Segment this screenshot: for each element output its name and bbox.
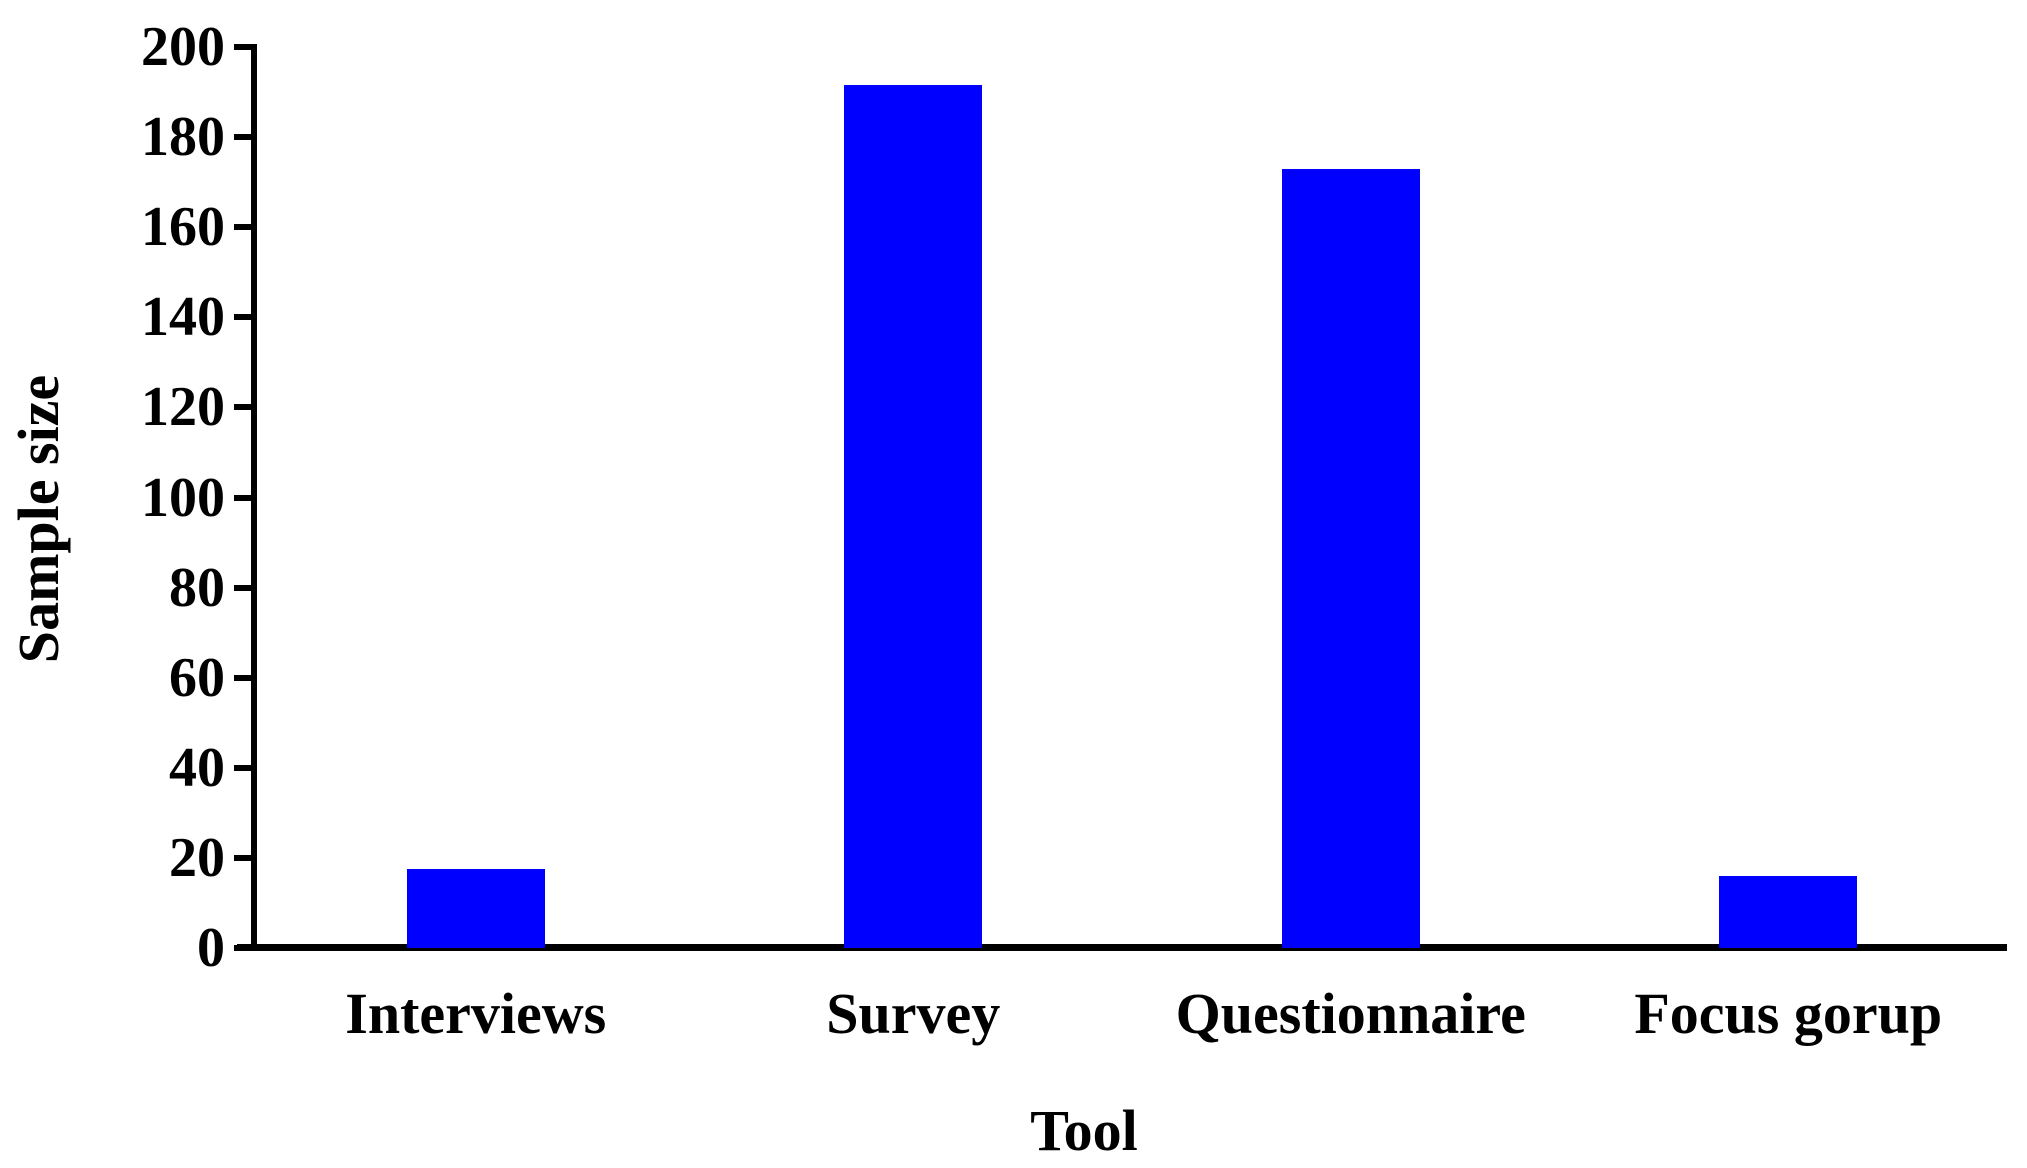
x-axis-line bbox=[237, 944, 2007, 951]
y-axis-tick-label: 20 bbox=[169, 826, 225, 889]
y-axis-tick-label: 160 bbox=[141, 196, 225, 259]
plot-area bbox=[234, 44, 2007, 951]
y-axis-tick-label: 100 bbox=[141, 466, 225, 529]
y-axis-tick bbox=[234, 854, 251, 861]
y-axis-tick-labels: 0 20 40 60 80 100 120 140 160 180 200 bbox=[0, 19, 225, 976]
y-axis-tick bbox=[234, 134, 251, 141]
y-axis-tick-label: 180 bbox=[141, 106, 225, 169]
y-axis-tick-label: 140 bbox=[141, 286, 225, 349]
y-axis-tick-label: 80 bbox=[169, 556, 225, 619]
y-axis-tick-label: 40 bbox=[169, 736, 225, 799]
y-axis-tick bbox=[234, 44, 251, 50]
y-axis-tick bbox=[234, 224, 251, 231]
category-label: Questionnaire bbox=[1175, 981, 1526, 1046]
y-axis-tick bbox=[234, 404, 251, 411]
x-axis-title: Tool bbox=[1030, 1098, 1138, 1163]
bar-focus-gorup bbox=[1719, 875, 1858, 948]
y-axis-line bbox=[251, 44, 257, 951]
y-axis-tick bbox=[234, 494, 251, 501]
category-label: Interviews bbox=[345, 981, 607, 1046]
category-label: Focus gorup bbox=[1634, 981, 1943, 1046]
y-axis-tick bbox=[234, 674, 251, 681]
bar-interviews bbox=[406, 869, 545, 948]
x-axis-category-labels: Interviews Survey Questionnaire Focus gorup bbox=[257, 985, 2007, 1043]
category-label: Survey bbox=[826, 981, 1001, 1046]
y-axis-tick bbox=[234, 314, 251, 321]
bar-questionnaire bbox=[1281, 168, 1420, 948]
y-axis-tick-label: 60 bbox=[169, 646, 225, 709]
y-axis-tick-label: 200 bbox=[141, 16, 225, 78]
y-axis-tick bbox=[234, 584, 251, 591]
y-axis-tick-label: 120 bbox=[141, 376, 225, 439]
y-axis-tick-label: 0 bbox=[197, 917, 225, 979]
y-axis-tick bbox=[234, 764, 251, 771]
bar-survey bbox=[844, 85, 983, 948]
y-axis-tick bbox=[234, 945, 251, 951]
